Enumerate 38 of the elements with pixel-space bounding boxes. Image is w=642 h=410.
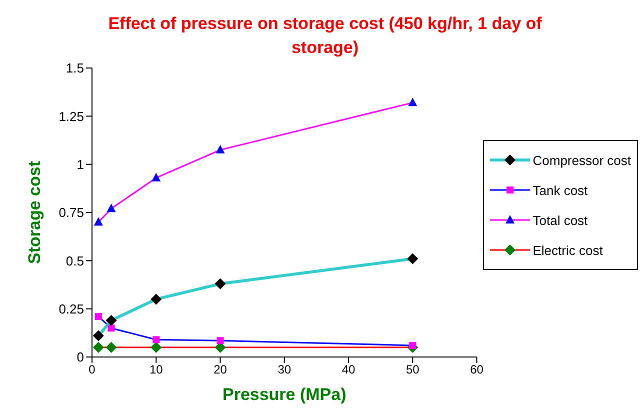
point <box>106 342 117 353</box>
legend-label: Tank cost <box>532 182 588 198</box>
point <box>216 337 224 344</box>
y-tick-label: 0 <box>76 350 84 365</box>
x-tick-label: 30 <box>278 362 292 377</box>
x-tick-label: 0 <box>88 362 96 377</box>
point <box>214 278 226 290</box>
x-tick-label: 10 <box>149 362 164 377</box>
x-tick-label: 60 <box>470 362 484 377</box>
point <box>92 342 104 353</box>
point <box>408 98 418 106</box>
point <box>106 204 116 212</box>
point <box>150 342 162 353</box>
legend-label: Total cost <box>532 212 588 228</box>
x-axis-title: Pressure (MPa) <box>222 385 346 404</box>
y-tick-label: 1.25 <box>58 108 84 124</box>
point <box>152 336 160 344</box>
x-tick-label: 50 <box>406 362 420 377</box>
point <box>108 324 115 332</box>
point <box>106 314 117 326</box>
point <box>92 330 104 342</box>
legend-label: Electric cost <box>532 242 603 258</box>
y-tick-label: 0.5 <box>66 253 84 268</box>
point <box>150 294 162 305</box>
y-tick-label: 1 <box>76 156 84 172</box>
point <box>94 313 102 320</box>
point <box>216 144 225 154</box>
chart-title: Effect of pressure on storage cost (450 kg/hr, 1 day of storage) <box>107 13 543 59</box>
x-tick-label: 20 <box>214 362 228 377</box>
point <box>407 253 418 264</box>
legend-label: Compressor cost <box>532 152 631 168</box>
y-tick-label: 1.5 <box>66 60 84 76</box>
point <box>152 172 161 182</box>
x-tick-label: 40 <box>342 362 356 377</box>
point <box>94 217 103 226</box>
y-tick-label: 0.75 <box>58 205 84 220</box>
y-axis-title: Storage cost <box>25 160 44 264</box>
y-tick-label: 0.25 <box>58 301 84 316</box>
